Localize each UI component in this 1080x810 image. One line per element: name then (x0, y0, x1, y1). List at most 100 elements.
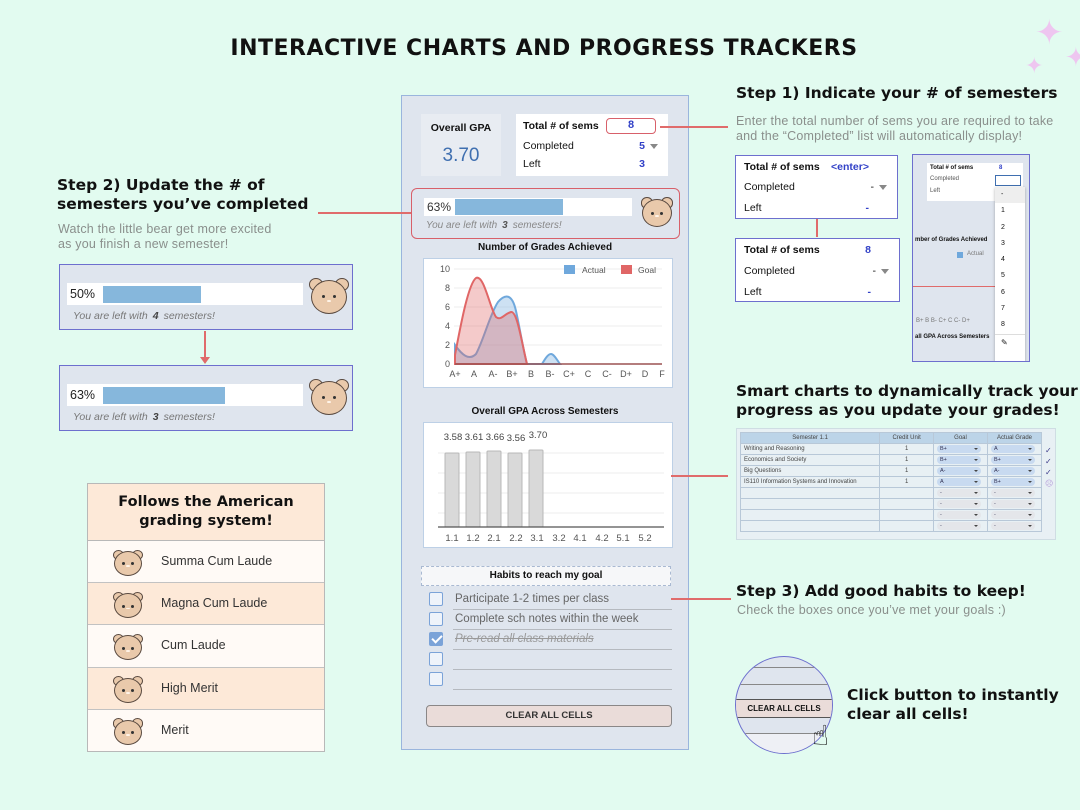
dropdown-option[interactable]: 3 (1001, 239, 1005, 247)
habit-text[interactable]: Complete sch notes within the week (453, 610, 672, 630)
goal-select[interactable]: A (937, 478, 982, 486)
actual-select[interactable]: - (990, 500, 1035, 508)
grade-level-row: High Merit (88, 667, 324, 710)
dropdown-option[interactable]: 4 (1001, 256, 1005, 264)
goal-select[interactable]: B+ (937, 456, 982, 464)
habit-checkbox[interactable] (429, 612, 443, 626)
habit-checkbox[interactable] (429, 672, 443, 686)
svg-text:A-: A- (489, 369, 498, 379)
grades-area-chart: 10 8 6 4 2 0 A+ A A- B+ B B- C+ C C- D+ D F Actual Goa… (423, 258, 673, 388)
svg-text:F: F (659, 369, 665, 379)
svg-text:1.2: 1.2 (466, 533, 479, 544)
pointer-hand-icon: ☝ (812, 720, 830, 751)
total-sems-label: Total # of sems (523, 120, 599, 132)
svg-text:A+: A+ (449, 369, 460, 379)
dropdown-option[interactable]: 1 (1001, 207, 1005, 215)
svg-text:10: 10 (440, 264, 450, 274)
actual-select[interactable]: A (990, 445, 1035, 453)
svg-text:6: 6 (445, 302, 450, 312)
svg-text:8: 8 (445, 283, 450, 293)
habit-text[interactable]: Participate 1-2 times per class (453, 590, 672, 610)
dropdown-option[interactable]: 6 (1001, 288, 1005, 296)
gpa-bar-chart: 3.58 3.61 3.66 3.56 3.70 1.1 1.2 2.1 2.2 3.1 3.2… (423, 422, 673, 548)
habit-text[interactable]: Pre-read all class materials (453, 630, 672, 650)
connector-line (318, 212, 411, 214)
svg-text:3.66: 3.66 (486, 432, 505, 443)
connector-line (671, 475, 728, 477)
grade-level-label: High Merit (161, 680, 218, 695)
left-label: Left (523, 158, 541, 170)
svg-text:2.2: 2.2 (509, 533, 522, 544)
svg-text:5.2: 5.2 (638, 533, 651, 544)
completed-dropdown[interactable]: - (871, 181, 887, 193)
grade-level-label: Merit (161, 722, 189, 737)
progress-message: You are left with 3 semesters! (426, 220, 562, 231)
chevron-down-icon (881, 269, 889, 274)
check-icon: ✓ (1045, 446, 1052, 455)
actual-select[interactable]: B+ (990, 456, 1035, 464)
progress-example-before: 50% You are left with 4 semesters! (59, 264, 353, 330)
pencil-icon[interactable]: ✎ (995, 333, 1025, 350)
step1-description: Enter the total number of sems you are r… (736, 114, 1054, 143)
goal-select[interactable]: - (937, 500, 982, 508)
goal-select[interactable]: A- (937, 467, 982, 475)
goal-select[interactable]: B+ (937, 445, 982, 453)
svg-text:C+: C+ (563, 369, 575, 379)
svg-text:4: 4 (445, 321, 450, 331)
dropdown-option[interactable]: 2 (1001, 223, 1005, 231)
dropdown-option[interactable]: 5 (1001, 272, 1005, 280)
completed-options-list: - 1 2 3 4 5 6 7 8 ✎ (995, 187, 1025, 361)
svg-text:3.61: 3.61 (465, 432, 484, 443)
goal-select[interactable]: - (937, 511, 982, 519)
total-sems-value[interactable]: <enter> (831, 161, 869, 173)
svg-text:3.58: 3.58 (444, 432, 463, 443)
completed-dropdown-input[interactable] (995, 175, 1021, 186)
svg-text:1.1: 1.1 (445, 533, 458, 544)
habit-text[interactable] (453, 670, 672, 690)
svg-text:2: 2 (445, 340, 450, 350)
goal-select[interactable]: - (937, 522, 982, 530)
svg-text:D: D (642, 369, 649, 379)
actual-select[interactable]: B+ (990, 478, 1035, 486)
habit-row (429, 670, 672, 690)
bear-shy-icon (308, 275, 350, 317)
bear-shy-icon (112, 631, 144, 661)
svg-text:B: B (528, 369, 534, 379)
clear-all-cells-button[interactable]: CLEAR ALL CELLS (736, 699, 832, 718)
completed-dropdown[interactable]: - (873, 265, 889, 277)
grading-system-heading: Follows the American grading system! (88, 484, 324, 541)
dropdown-option[interactable]: 7 (1001, 305, 1005, 313)
goal-select[interactable]: - (937, 489, 982, 497)
habit-text[interactable] (453, 650, 672, 670)
total-sems-input[interactable]: 8 (606, 118, 656, 134)
progress-bar: 63% (424, 198, 632, 216)
step1-heading: Step 1) Indicate your # of semesters (736, 84, 1058, 102)
svg-text:B-: B- (546, 369, 555, 379)
actual-select[interactable]: A- (990, 467, 1035, 475)
clear-all-cells-button[interactable]: CLEAR ALL CELLS (426, 705, 672, 727)
habit-row: Complete sch notes within the week (429, 610, 672, 630)
habit-row: Pre-read all class materials (429, 630, 672, 650)
arrow-down-icon (200, 357, 210, 364)
habit-checkbox-checked[interactable] (429, 632, 443, 646)
bear-waving-icon (112, 589, 144, 619)
progress-message: You are left with 4 semesters! (73, 310, 215, 322)
sparkle-icon: ✦ (1065, 42, 1080, 72)
completed-dropdown[interactable]: 5 (639, 140, 658, 152)
total-sems-value[interactable]: 8 (865, 244, 871, 256)
dropdown-option[interactable]: - (995, 187, 1025, 204)
arrow-down (816, 219, 818, 237)
overall-gpa-label: Overall GPA (430, 122, 492, 134)
actual-select[interactable]: - (990, 511, 1035, 519)
semesters-after-panel: Total # of sems 8 Completed - Left - (735, 238, 900, 302)
habit-checkbox[interactable] (429, 592, 443, 606)
progress-message: You are left with 3 semesters! (73, 411, 215, 423)
svg-text:3.2: 3.2 (552, 533, 565, 544)
completed-label: Completed (523, 140, 574, 152)
sad-face-icon: ☹ (1045, 479, 1054, 488)
dropdown-option[interactable]: 8 (1001, 321, 1005, 329)
grade-level-row: Summa Cum Laude (88, 541, 324, 584)
actual-select[interactable]: - (990, 489, 1035, 497)
actual-select[interactable]: - (990, 522, 1035, 530)
habit-checkbox[interactable] (429, 652, 443, 666)
